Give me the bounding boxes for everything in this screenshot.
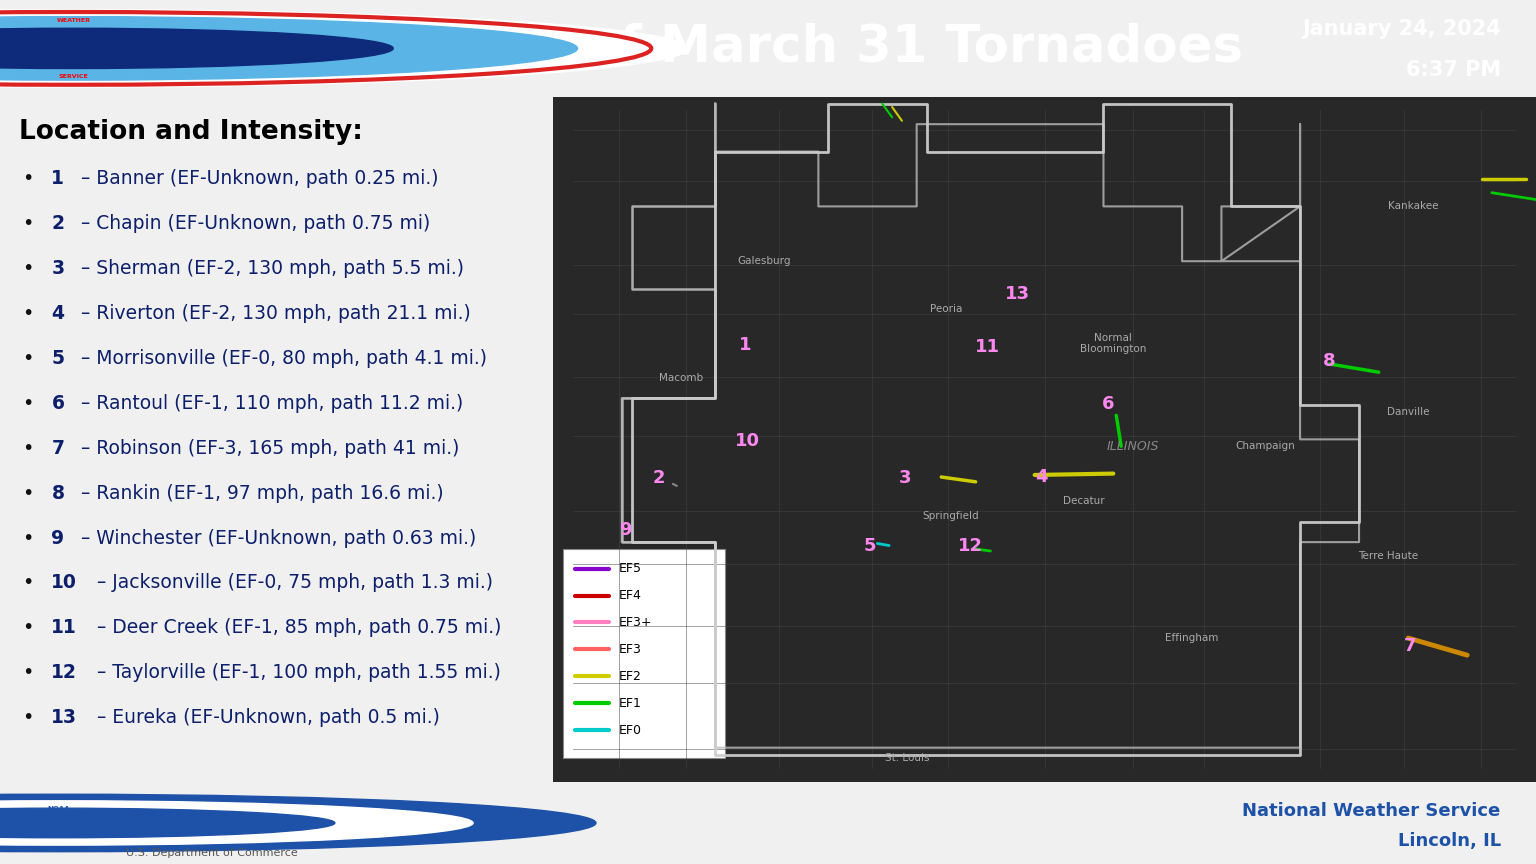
Circle shape	[0, 794, 596, 852]
Text: 8: 8	[51, 484, 65, 503]
Text: 12: 12	[958, 537, 983, 555]
Text: 4: 4	[51, 304, 65, 323]
Text: Effingham: Effingham	[1166, 633, 1218, 643]
Text: January 24, 2024: January 24, 2024	[1303, 19, 1501, 39]
Text: – Morrisonville (EF-0, 80 mph, path 4.1 mi.): – Morrisonville (EF-0, 80 mph, path 4.1 …	[75, 349, 487, 368]
Text: WEATHER: WEATHER	[57, 18, 91, 23]
Circle shape	[0, 16, 578, 80]
Text: Springfield: Springfield	[923, 511, 980, 521]
Circle shape	[0, 808, 335, 838]
Circle shape	[0, 801, 473, 845]
Text: 8: 8	[1322, 352, 1336, 370]
Text: St. Louis: St. Louis	[885, 753, 929, 763]
Text: Summary of March 31 Tornadoes: Summary of March 31 Tornadoes	[292, 23, 1244, 73]
Text: – Robinson (EF-3, 165 mph, path 41 mi.): – Robinson (EF-3, 165 mph, path 41 mi.)	[75, 439, 459, 458]
Text: 3: 3	[51, 259, 65, 278]
Text: – Eureka (EF-Unknown, path 0.5 mi.): – Eureka (EF-Unknown, path 0.5 mi.)	[91, 708, 441, 727]
Text: 13: 13	[51, 708, 77, 727]
Text: •: •	[22, 484, 34, 503]
Text: 13: 13	[1005, 285, 1029, 303]
Text: •: •	[22, 304, 34, 323]
Text: EF5: EF5	[619, 562, 642, 575]
Text: •: •	[22, 439, 34, 458]
Text: 9: 9	[619, 521, 631, 539]
Text: 6: 6	[1103, 395, 1115, 413]
Text: •: •	[22, 394, 34, 413]
Text: 5: 5	[51, 349, 65, 368]
Text: – Sherman (EF-2, 130 mph, path 5.5 mi.): – Sherman (EF-2, 130 mph, path 5.5 mi.)	[75, 259, 464, 278]
Text: •: •	[22, 214, 34, 233]
Text: Terre Haute: Terre Haute	[1358, 551, 1419, 561]
Text: Macomb: Macomb	[659, 372, 703, 383]
Text: – Winchester (EF-Unknown, path 0.63 mi.): – Winchester (EF-Unknown, path 0.63 mi.)	[75, 529, 476, 548]
Text: National Weather Service: National Weather Service	[1243, 803, 1501, 821]
Text: EF4: EF4	[619, 589, 642, 602]
Text: – Rankin (EF-1, 97 mph, path 16.6 mi.): – Rankin (EF-1, 97 mph, path 16.6 mi.)	[75, 484, 444, 503]
FancyBboxPatch shape	[553, 97, 1536, 782]
Text: •: •	[22, 169, 34, 188]
Text: 2: 2	[51, 214, 65, 233]
Text: 9: 9	[51, 529, 65, 548]
Circle shape	[0, 29, 393, 68]
Text: 1: 1	[51, 169, 65, 188]
Text: •: •	[22, 259, 34, 278]
Text: 11: 11	[51, 619, 77, 638]
Circle shape	[0, 10, 688, 87]
Text: – Deer Creek (EF-1, 85 mph, path 0.75 mi.): – Deer Creek (EF-1, 85 mph, path 0.75 mi…	[91, 619, 502, 638]
Text: Galesburg: Galesburg	[737, 257, 791, 266]
FancyBboxPatch shape	[562, 549, 725, 758]
Text: EF0: EF0	[619, 724, 642, 737]
Text: •: •	[22, 349, 34, 368]
Text: – Rantoul (EF-1, 110 mph, path 11.2 mi.): – Rantoul (EF-1, 110 mph, path 11.2 mi.)	[75, 394, 462, 413]
Text: 7: 7	[51, 439, 65, 458]
Text: 5: 5	[863, 537, 876, 555]
Text: Peoria: Peoria	[929, 304, 963, 314]
Text: Decatur: Decatur	[1063, 496, 1104, 506]
Text: – Taylorville (EF-1, 100 mph, path 1.55 mi.): – Taylorville (EF-1, 100 mph, path 1.55 …	[91, 664, 501, 683]
Text: 12: 12	[51, 664, 77, 683]
Text: – Chapin (EF-Unknown, path 0.75 mi): – Chapin (EF-Unknown, path 0.75 mi)	[75, 214, 430, 233]
Text: Normal
Bloomington: Normal Bloomington	[1080, 333, 1146, 354]
Text: 7: 7	[1404, 638, 1416, 655]
Text: – Riverton (EF-2, 130 mph, path 21.1 mi.): – Riverton (EF-2, 130 mph, path 21.1 mi.…	[75, 304, 470, 323]
Text: •: •	[22, 529, 34, 548]
Text: EF3+: EF3+	[619, 616, 653, 629]
Text: 3: 3	[899, 469, 911, 487]
Text: Atmospheric Administration: Atmospheric Administration	[126, 822, 367, 837]
Text: NOAA: NOAA	[48, 806, 69, 812]
Text: ILLINOIS: ILLINOIS	[1107, 440, 1160, 453]
Text: U.S. Department of Commerce: U.S. Department of Commerce	[126, 848, 298, 857]
Text: 2: 2	[653, 469, 665, 487]
Text: •: •	[22, 574, 34, 593]
Text: 6:37 PM: 6:37 PM	[1405, 60, 1501, 79]
Text: 10: 10	[51, 574, 77, 593]
Text: EF3: EF3	[619, 643, 642, 656]
Text: EF2: EF2	[619, 670, 642, 683]
Text: •: •	[22, 619, 34, 638]
Text: 6: 6	[51, 394, 65, 413]
Text: – Banner (EF-Unknown, path 0.25 mi.): – Banner (EF-Unknown, path 0.25 mi.)	[75, 169, 438, 188]
Text: – Jacksonville (EF-0, 75 mph, path 1.3 mi.): – Jacksonville (EF-0, 75 mph, path 1.3 m…	[91, 574, 493, 593]
Text: •: •	[22, 664, 34, 683]
Text: EF1: EF1	[619, 696, 642, 710]
Text: Lincoln, IL: Lincoln, IL	[1398, 832, 1501, 850]
Text: 4: 4	[1035, 468, 1048, 486]
Text: SERVICE: SERVICE	[58, 73, 89, 79]
Text: 1: 1	[739, 336, 753, 353]
Text: Champaign: Champaign	[1236, 442, 1295, 451]
Text: •: •	[22, 708, 34, 727]
Text: National Oceanic and: National Oceanic and	[126, 799, 309, 814]
Text: Kankakee: Kankakee	[1389, 201, 1438, 212]
Text: Danville: Danville	[1387, 407, 1430, 417]
Text: 11: 11	[975, 338, 1000, 356]
Text: Location and Intensity:: Location and Intensity:	[20, 119, 362, 145]
Text: 10: 10	[736, 432, 760, 450]
